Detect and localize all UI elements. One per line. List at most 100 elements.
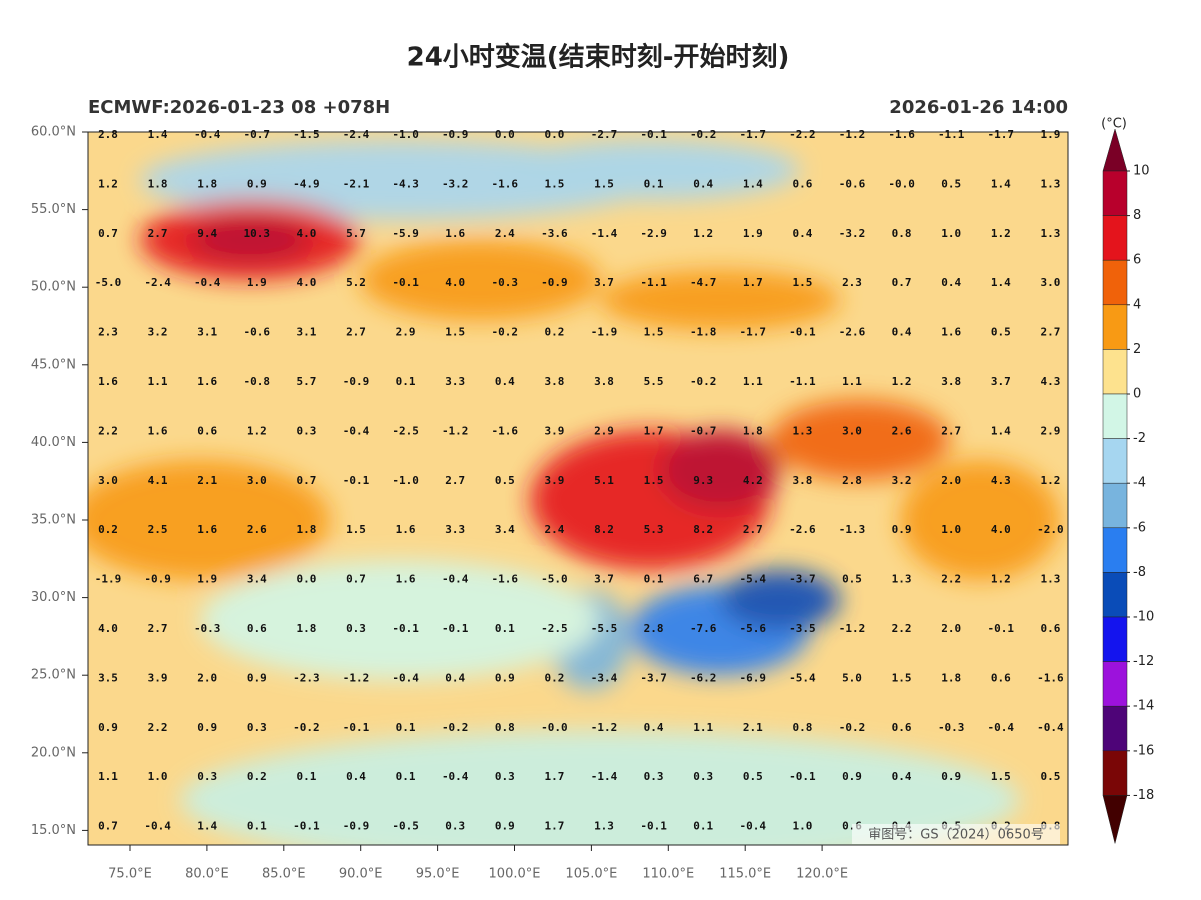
- lon-label: 85.0°E: [262, 867, 306, 882]
- grid-value: 1.4: [991, 424, 1011, 437]
- colorbar: 10 8 6 4 2 0 -2 -4 -6 -8 -10 -12 -14 -16 -18: [1102, 128, 1154, 844]
- grid-value: -0.1: [988, 622, 1015, 635]
- grid-value: -1.3: [839, 523, 866, 536]
- colorbar-label: -18: [1133, 788, 1154, 803]
- colorbar-label: 0: [1133, 387, 1141, 402]
- grid-value: -1.0: [392, 128, 419, 141]
- grid-value: -1.6: [888, 128, 915, 141]
- grid-value: -0.1: [293, 820, 320, 833]
- grid-value: 2.7: [1040, 326, 1060, 339]
- grid-value: 3.4: [495, 523, 515, 536]
- grid-value: 0.4: [346, 770, 366, 783]
- grid-value: 3.1: [197, 326, 217, 339]
- grid-value: -2.2: [789, 128, 816, 141]
- grid-value: 0.9: [941, 770, 961, 783]
- plot-frame: [87, 131, 1069, 846]
- grid-value: -1.8: [690, 326, 717, 339]
- grid-value: 2.9: [1040, 424, 1060, 437]
- grid-value: -0.2: [293, 721, 320, 734]
- grid-value: 0.2: [544, 671, 564, 684]
- grid-value: -6.2: [690, 671, 717, 684]
- grid-value: 1.1: [693, 721, 713, 734]
- grid-value: 0.4: [693, 177, 713, 190]
- grid-value: 4.2: [743, 474, 763, 487]
- grid-value: -2.6: [839, 326, 866, 339]
- grid-value: 0.3: [644, 770, 664, 783]
- lat-label: 40.0°N: [31, 435, 76, 450]
- grid-value: 3.8: [941, 375, 961, 388]
- grid-value: 0.2: [544, 326, 564, 339]
- grid-value: 1.1: [842, 375, 862, 388]
- grid-value: 3.4: [247, 573, 267, 586]
- grid-value: -0.1: [343, 721, 370, 734]
- grid-value: 2.7: [148, 227, 168, 240]
- grid-value: 0.1: [296, 770, 316, 783]
- colorbar-label: 2: [1133, 342, 1141, 357]
- grid-value: 0.4: [941, 276, 961, 289]
- grid-value: 2.7: [346, 326, 366, 339]
- grid-value: 1.6: [197, 523, 217, 536]
- grid-value: -0.1: [343, 474, 370, 487]
- grid-value: 0.6: [247, 622, 267, 635]
- grid-value: 0.6: [991, 671, 1011, 684]
- grid-value: -0.9: [343, 820, 370, 833]
- subtitle-right: 2026-01-26 14:00: [889, 97, 1068, 118]
- grid-value: -3.2: [442, 177, 469, 190]
- grid-value: -0.2: [839, 721, 866, 734]
- lat-label: 20.0°N: [31, 745, 76, 760]
- grid-value: -0.4: [343, 424, 370, 437]
- colorbar-unit: (°C): [1101, 117, 1127, 132]
- grid-value: 1.7: [743, 276, 763, 289]
- grid-value: 2.0: [197, 671, 217, 684]
- colorbar-box: [1102, 438, 1128, 484]
- grid-value: 3.9: [148, 671, 168, 684]
- colorbar-label: -6: [1133, 520, 1146, 535]
- grid-value: 2.7: [445, 474, 465, 487]
- grid-value: 0.5: [991, 326, 1011, 339]
- lat-label: 45.0°N: [31, 357, 76, 372]
- grid-value: -6.9: [740, 671, 767, 684]
- grid-value: -0.1: [789, 770, 816, 783]
- grid-value: 1.3: [594, 820, 614, 833]
- grid-value: 2.5: [148, 523, 168, 536]
- grid-value: 5.1: [594, 474, 614, 487]
- grid-value: -0.9: [144, 573, 171, 586]
- colorbar-box: [1102, 705, 1128, 752]
- grid-value: 2.7: [743, 523, 763, 536]
- grid-value: 0.1: [495, 622, 515, 635]
- grid-value: 1.2: [693, 227, 713, 240]
- grid-value: 2.8: [98, 128, 118, 141]
- grid-value: 2.2: [892, 622, 912, 635]
- grid-value: 0.4: [445, 671, 465, 684]
- grid-value: 2.8: [644, 622, 664, 635]
- grid-value: 3.7: [991, 375, 1011, 388]
- grid-value: -1.2: [343, 671, 370, 684]
- grid-value: 1.4: [991, 276, 1011, 289]
- grid-value: -1.4: [591, 227, 618, 240]
- grid-value: 0.5: [842, 573, 862, 586]
- lat-label: 15.0°N: [31, 823, 76, 838]
- grid-value: 0.7: [98, 227, 118, 240]
- grid-value: 1.5: [594, 177, 614, 190]
- grid-value: 0.7: [346, 573, 366, 586]
- grid-value: 1.6: [396, 573, 416, 586]
- lon-label: 90.0°E: [339, 867, 383, 882]
- grid-value: 1.6: [148, 424, 168, 437]
- grid-value: 0.8: [495, 721, 515, 734]
- grid-value: 0.0: [495, 128, 515, 141]
- grid-value: 3.8: [594, 375, 614, 388]
- grid-value: -5.0: [95, 276, 122, 289]
- grid-value: 1.3: [1040, 227, 1060, 240]
- grid-value: 0.9: [842, 770, 862, 783]
- grid-value: 0.1: [247, 820, 267, 833]
- grid-value: -0.8: [244, 375, 271, 388]
- grid-value: 1.5: [892, 671, 912, 684]
- grid-value: 0.7: [892, 276, 912, 289]
- grid-value: 1.9: [1040, 128, 1060, 141]
- colorbar-box: [1102, 349, 1128, 395]
- grid-value: 2.4: [495, 227, 515, 240]
- lat-label: 25.0°N: [31, 668, 76, 683]
- grid-value: 1.9: [197, 573, 217, 586]
- grid-value: 0.6: [792, 177, 812, 190]
- grid-value: 2.2: [98, 424, 118, 437]
